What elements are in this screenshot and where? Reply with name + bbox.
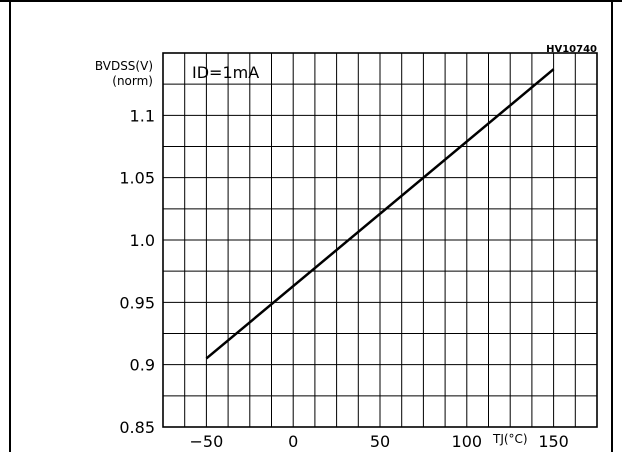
x-tick-label: 100	[452, 432, 483, 451]
series-line	[205, 68, 555, 360]
y-tick-label: 1.1	[130, 106, 155, 125]
x-axis-ticks: −50 0 50 100 150	[190, 432, 569, 451]
x-tick-label: 0	[288, 432, 298, 451]
y-axis-ticks: 0.85 0.9 0.95 1.0 1.05 1.1	[119, 106, 155, 437]
x-axis-label: TJ(°C)	[492, 432, 528, 446]
figure-code: HV10740	[546, 44, 597, 55]
y-tick-label: 0.9	[130, 356, 155, 375]
condition-label: ID=1mA	[192, 63, 259, 82]
y-tick-label: 1.0	[130, 231, 155, 250]
y-tick-label: 0.95	[119, 293, 155, 312]
x-tick-label: 150	[538, 432, 569, 451]
y-tick-label: 1.05	[119, 169, 155, 188]
plot-area	[162, 52, 598, 428]
y-tick-label: 0.85	[119, 418, 155, 437]
y-axis-label: BVDSS(V)	[95, 59, 153, 73]
grid	[163, 53, 597, 427]
y-axis-label-sub: (norm)	[112, 74, 153, 88]
x-tick-label: −50	[190, 432, 224, 451]
x-tick-label: 50	[370, 432, 390, 451]
